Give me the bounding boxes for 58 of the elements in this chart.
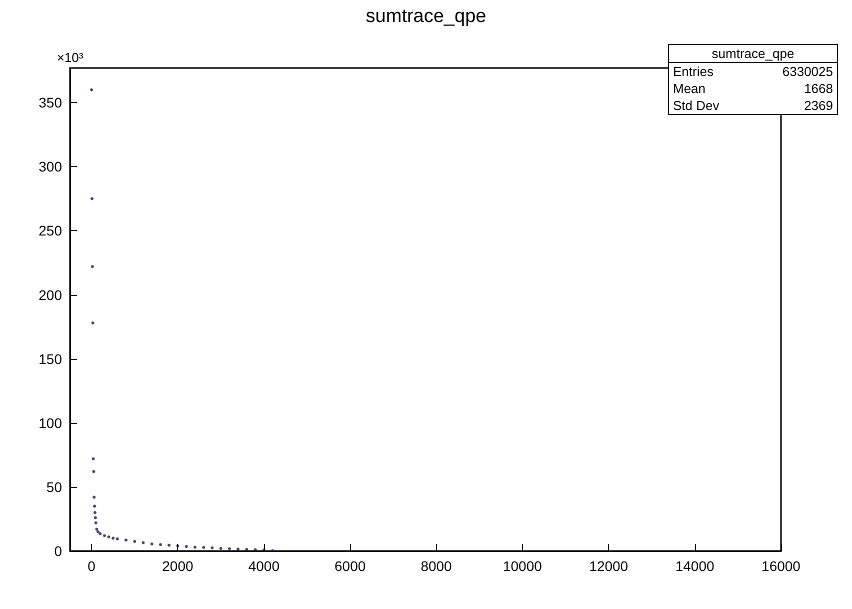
point (193, 546, 196, 549)
point (98, 532, 102, 536)
point (107, 535, 110, 538)
y-tick-label: 300 (38, 158, 62, 175)
y-tick-label: 150 (38, 350, 62, 367)
annotation: Entries (673, 64, 714, 79)
point (92, 470, 96, 474)
point (93, 511, 96, 514)
x-tick-label: 16000 (762, 558, 801, 574)
y-axis-title: ×10³ (56, 50, 84, 65)
point (95, 528, 98, 531)
point (124, 538, 128, 542)
chart-title: sumtrace_qpe (366, 6, 486, 27)
point (254, 548, 257, 552)
point (219, 546, 222, 550)
point (262, 548, 266, 552)
point (92, 457, 95, 460)
point (150, 542, 154, 546)
point (202, 546, 206, 549)
point (236, 548, 240, 551)
point (228, 547, 231, 550)
point (116, 537, 119, 540)
point (168, 544, 171, 547)
y-tick-label: 0 (54, 543, 62, 559)
point (93, 504, 96, 508)
x-tick-label: 4000 (248, 558, 280, 574)
point (94, 521, 98, 524)
point (210, 546, 214, 550)
point (112, 536, 115, 540)
x-tick-label: 6000 (334, 558, 366, 574)
point (158, 543, 162, 546)
x-tick-label: 2000 (162, 558, 194, 574)
point (96, 530, 100, 534)
point (94, 516, 97, 520)
point (184, 545, 188, 548)
x-tick-label: 10000 (502, 558, 542, 574)
y-tick-label: 100 (38, 414, 62, 431)
point (271, 549, 274, 552)
stats-box: sumtrace_qpe Entries 6330025 Mean 1668 Std Dev 2369 (668, 44, 838, 115)
x-tick-label: 0 (88, 558, 96, 574)
annotation: Mean (673, 81, 706, 96)
y-tick-label: 350 (38, 94, 62, 111)
y-tick-label: 200 (38, 286, 62, 303)
x-tick-label: 14000 (675, 558, 714, 574)
point (91, 321, 94, 324)
point (90, 265, 94, 268)
x-tick-label: 8000 (420, 558, 452, 574)
point (102, 534, 106, 538)
point (176, 544, 180, 548)
point (92, 496, 96, 499)
y-tick-label: 250 (38, 222, 62, 239)
annotation: Std Dev (673, 98, 720, 113)
point (133, 540, 136, 543)
point (90, 197, 94, 200)
y-tick-label: 50 (46, 478, 62, 495)
point (90, 88, 94, 92)
point (245, 548, 248, 551)
x-tick-label: 12000 (589, 558, 628, 574)
